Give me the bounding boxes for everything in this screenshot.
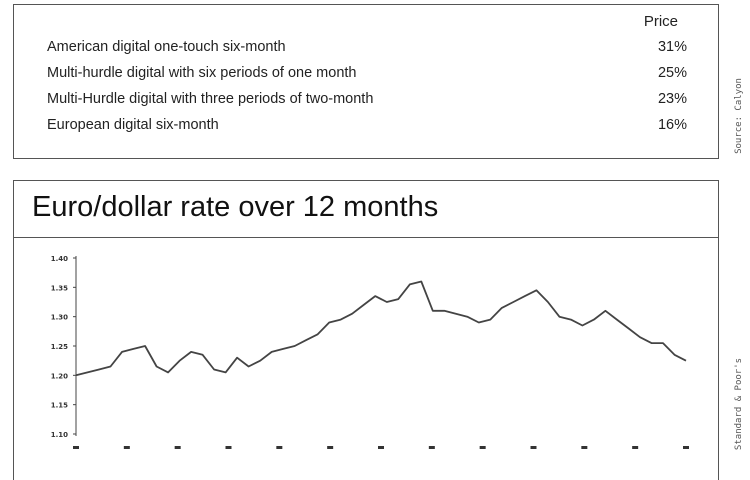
price-value: 23% (657, 91, 687, 107)
source-credit-text: Standard & Poor's (734, 357, 744, 451)
x-tick-mark (479, 446, 486, 449)
x-tick-mark (378, 446, 384, 449)
line-chart: 1.40 1.35 1.30 1.25 1.20 1.15 1.10 (51, 255, 689, 449)
x-tick-mark (530, 446, 537, 449)
y-tick-label: 1.30 (51, 314, 68, 322)
x-tick-mark (225, 446, 232, 449)
x-tick-mark (683, 446, 689, 449)
product-label: Multi-Hurdle digital with three periods … (47, 91, 374, 107)
product-label: American digital one-touch six-month (47, 39, 286, 55)
chart-title-bar: Euro/dollar rate over 12 months (14, 181, 718, 238)
price-value: 16% (657, 117, 687, 133)
price-column-header: Price (643, 13, 678, 30)
x-tick-mark (174, 446, 181, 449)
price-table: Price American digital one-touch six-mon… (13, 4, 719, 159)
product-label: European digital six-month (47, 117, 219, 133)
price-row: Multi-Hurdle digital with three periods … (47, 91, 687, 113)
price-value: 31% (657, 39, 687, 55)
source-credit-calyon: Source: Calyon (733, 70, 745, 162)
y-tick-label: 1.15 (51, 402, 68, 410)
source-credit-text: Source: Calyon (734, 78, 744, 154)
price-row: European digital six-month 16% (47, 117, 687, 139)
source-credit-sp: Standard & Poor's (733, 345, 745, 463)
product-label: Multi-hurdle digital with six periods of… (47, 65, 357, 81)
price-row: Multi-hurdle digital with six periods of… (47, 65, 687, 87)
x-tick-mark (632, 446, 639, 449)
price-row: American digital one-touch six-month 31% (47, 39, 687, 61)
x-tick-mark (428, 446, 435, 449)
y-tick-label: 1.20 (51, 372, 68, 380)
y-tick-label: 1.40 (51, 255, 68, 263)
x-tick-mark (73, 446, 79, 449)
x-tick-mark (327, 446, 334, 449)
series-line (75, 280, 687, 377)
x-tick-mark (123, 446, 130, 449)
y-tick-label: 1.25 (51, 343, 68, 351)
x-tick-mark (276, 446, 283, 449)
chart-panel: Euro/dollar rate over 12 months 1.40 1.35… (13, 180, 719, 480)
y-tick-label: 1.35 (51, 284, 68, 292)
y-tick-label: 1.10 (51, 431, 68, 439)
price-value: 25% (657, 65, 687, 81)
x-tick-mark (581, 446, 588, 449)
chart-title: Euro/dollar rate over 12 months (32, 191, 439, 223)
